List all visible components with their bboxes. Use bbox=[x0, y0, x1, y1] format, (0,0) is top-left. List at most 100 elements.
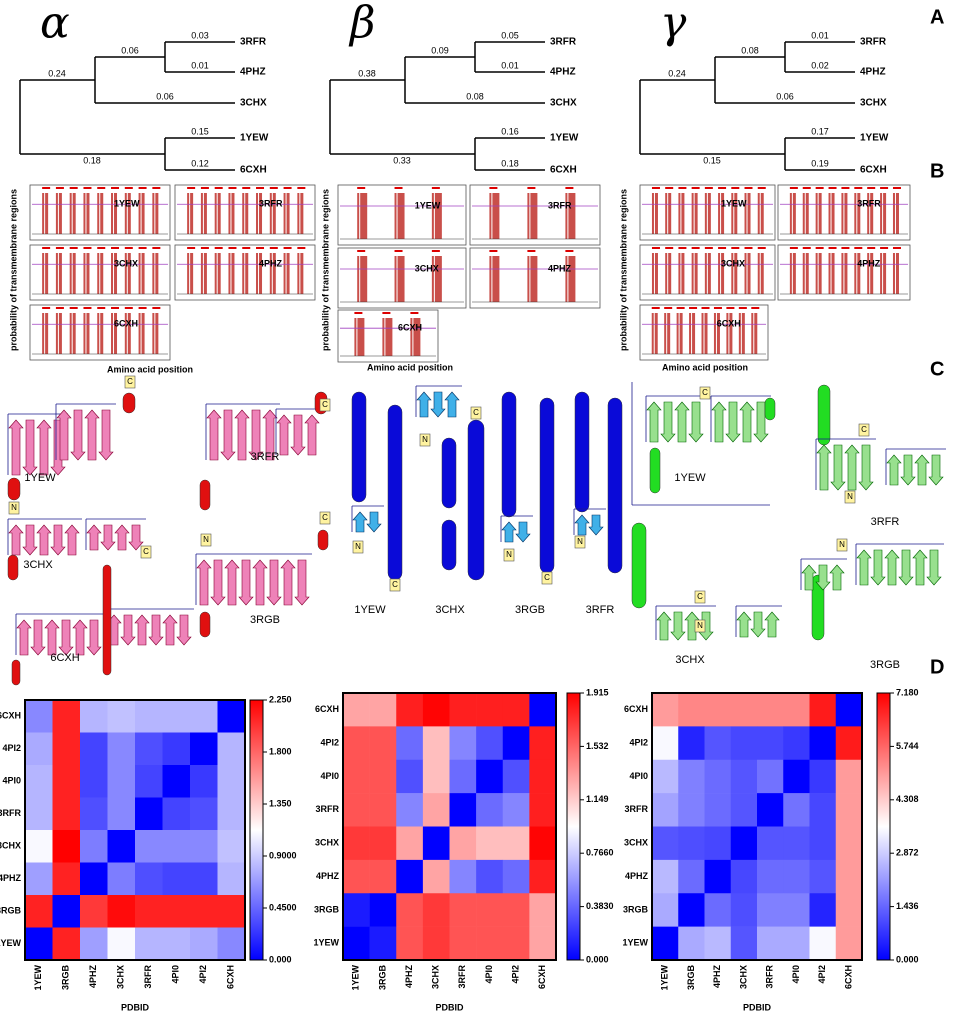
beta-strand bbox=[86, 619, 102, 656]
structure-label: 3RGB bbox=[515, 604, 545, 616]
helix bbox=[7, 477, 21, 501]
row-label: 4PI2 bbox=[2, 743, 21, 753]
heatmap-cell bbox=[217, 862, 246, 896]
tm-peak bbox=[869, 193, 871, 234]
beta-strand bbox=[84, 409, 100, 461]
heatmap-cell bbox=[217, 927, 246, 961]
beta-strand bbox=[70, 409, 86, 461]
leaf-label: 3RFR bbox=[550, 37, 577, 48]
heatmap-cell bbox=[757, 859, 784, 894]
beta-strand bbox=[134, 614, 150, 646]
terminal-label: C bbox=[322, 400, 328, 409]
tm-peak bbox=[882, 253, 884, 294]
leaf-label: 3RFR bbox=[860, 37, 887, 48]
tm-dash bbox=[69, 307, 78, 309]
tm-peak bbox=[71, 313, 73, 354]
tm-peak bbox=[433, 193, 435, 239]
row-label: 3CHX bbox=[0, 841, 21, 851]
tm-dash bbox=[256, 247, 265, 249]
heatmap-cell bbox=[730, 826, 758, 861]
tm-dash bbox=[789, 187, 798, 189]
heatmap-cell bbox=[80, 797, 108, 831]
beta-strand bbox=[914, 454, 930, 486]
heatmap-cell bbox=[809, 826, 837, 861]
tm-dash bbox=[651, 247, 660, 249]
tm-peak bbox=[202, 253, 204, 294]
tm-dash bbox=[731, 187, 740, 189]
leaf-label: 3CHX bbox=[240, 98, 267, 109]
column-label: 3RFR bbox=[765, 965, 775, 989]
heatmap-cell bbox=[704, 893, 732, 927]
heatmap-cell bbox=[652, 793, 679, 827]
tm-peak bbox=[529, 256, 531, 302]
tm-dash bbox=[269, 247, 278, 249]
tm-peak bbox=[653, 253, 655, 294]
branch-length: 0.09 bbox=[431, 45, 449, 55]
branch-length: 0.01 bbox=[811, 30, 829, 40]
terminal-label: C bbox=[143, 547, 149, 556]
tm-peak bbox=[693, 193, 695, 234]
beta-strand bbox=[574, 514, 590, 536]
heatmap-cell bbox=[809, 693, 837, 727]
tm-dash bbox=[357, 250, 366, 252]
row-label: 4PI0 bbox=[629, 771, 648, 781]
terminal-box bbox=[140, 545, 152, 559]
column-label: 1YEW bbox=[33, 965, 43, 991]
beta-strand bbox=[886, 454, 902, 486]
heatmap-cell bbox=[80, 895, 108, 928]
tm-peak bbox=[843, 193, 845, 234]
tm-peak bbox=[830, 193, 832, 234]
beta-strand bbox=[684, 611, 700, 641]
helix bbox=[387, 404, 403, 581]
tm-peak bbox=[394, 256, 405, 302]
branch-length: 0.02 bbox=[811, 60, 829, 70]
terminal-label: C bbox=[322, 513, 328, 522]
beta-strand bbox=[656, 611, 672, 641]
tm-peak bbox=[703, 313, 705, 354]
heatmap-cell bbox=[107, 732, 136, 766]
beta-strand bbox=[588, 514, 604, 536]
plot-label: 6CXH bbox=[717, 319, 741, 329]
heatmap-cell bbox=[25, 732, 53, 766]
row-label: 3RGB bbox=[0, 906, 21, 916]
terminal-box bbox=[858, 423, 870, 437]
beta-strand bbox=[238, 559, 254, 606]
heatmap-cell bbox=[449, 726, 477, 761]
structure-label: 3RFR bbox=[586, 604, 615, 616]
beta-strand bbox=[234, 409, 250, 461]
heatmap-cell bbox=[107, 862, 136, 896]
heatmap-cell bbox=[396, 793, 424, 827]
tm-peak bbox=[740, 313, 742, 354]
heatmap-cell bbox=[190, 862, 218, 896]
tm-peak bbox=[856, 253, 858, 294]
y-axis-label: probability of transmembrane regions bbox=[8, 189, 18, 351]
helix bbox=[7, 554, 19, 581]
heatmap-cell bbox=[835, 893, 863, 927]
tm-dash bbox=[187, 187, 196, 189]
terminal-label: N bbox=[422, 435, 428, 444]
heatmap-cell bbox=[396, 926, 424, 961]
heatmap-cell bbox=[730, 859, 758, 894]
heatmap-cell bbox=[217, 765, 246, 798]
heatmap-cell bbox=[107, 797, 136, 831]
structure-label: 3CHX bbox=[23, 559, 53, 571]
tm-peak bbox=[71, 193, 73, 234]
heatmap-cell bbox=[422, 826, 450, 861]
heatmap-cell bbox=[835, 759, 863, 794]
tm-peak bbox=[57, 193, 59, 234]
structure-label: 3CHX bbox=[675, 654, 705, 666]
terminal-label: N bbox=[697, 621, 703, 630]
beta-strand bbox=[739, 401, 755, 443]
heatmap-cell bbox=[190, 732, 218, 766]
row-label: 4PI0 bbox=[320, 771, 339, 781]
tm-dash bbox=[841, 247, 850, 249]
heatmap-cell bbox=[217, 895, 246, 928]
tm-peak bbox=[258, 193, 260, 234]
colorbar-label: 1.436 bbox=[896, 901, 919, 911]
heatmap-cell bbox=[757, 726, 784, 761]
tm-peak bbox=[258, 253, 260, 294]
heatmap-cell bbox=[449, 793, 477, 827]
tm-peak bbox=[869, 253, 871, 294]
tm-dash bbox=[431, 250, 440, 252]
